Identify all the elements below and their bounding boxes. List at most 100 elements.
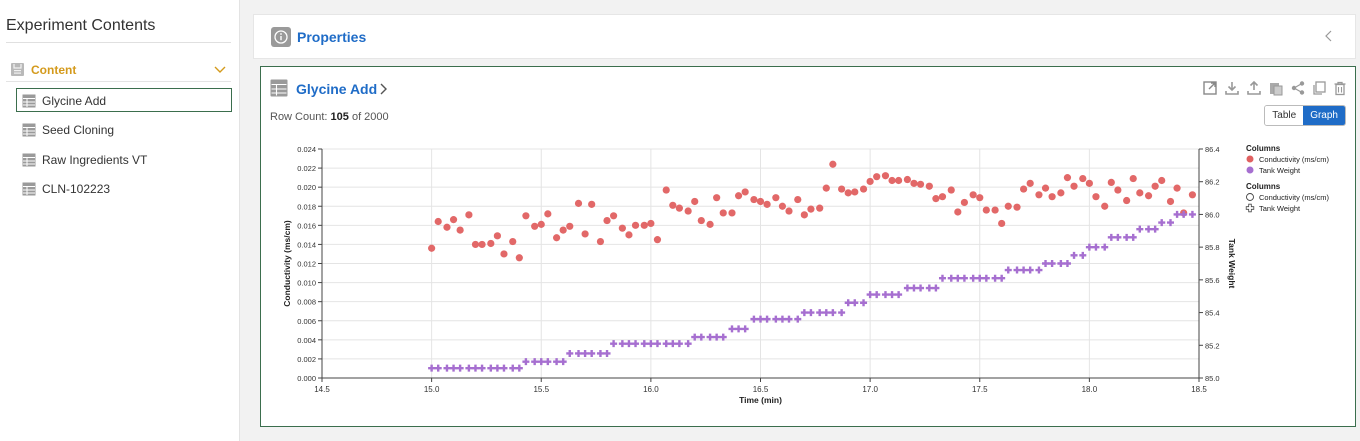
tank_weight-point — [1035, 266, 1043, 274]
tank_weight-point — [640, 340, 648, 348]
x-tick-label: 18.0 — [1082, 385, 1098, 394]
x-tick-label: 18.5 — [1191, 385, 1207, 394]
conductivity-point — [998, 219, 1006, 228]
tank_weight-point — [829, 309, 837, 317]
y-tick-label: 0.000 — [297, 374, 316, 383]
scatter-chart: 14.5 15.0 15.5 16.0 16.5 17.0 17.5 18.0 18.5 0.00… — [282, 144, 1330, 405]
tank_weight-point — [895, 291, 903, 299]
tank_weight-point — [1092, 243, 1100, 251]
tank_weight-series — [428, 210, 1196, 372]
tank_weight-point — [522, 358, 530, 366]
conductivity-point — [741, 188, 749, 196]
conductivity-point — [728, 209, 736, 217]
sidebar-item-raw-ingredients-vt[interactable]: Raw Ingredients VT — [16, 147, 232, 171]
tank_weight-point — [691, 333, 699, 341]
conductivity-point — [991, 206, 999, 214]
table-icon — [270, 79, 288, 97]
tank_weight-point — [669, 340, 677, 348]
conductivity-point — [947, 186, 955, 194]
conductivity-point — [851, 188, 859, 196]
conductivity-point — [610, 212, 618, 220]
sidebar-item-glycine-add[interactable]: Glycine Add — [16, 88, 232, 112]
conductivity-point — [1070, 182, 1078, 190]
conductivity-point — [1013, 203, 1021, 211]
conductivity-point — [531, 222, 539, 230]
conductivity-point — [618, 224, 626, 232]
tank_weight-point — [610, 340, 618, 348]
conductivity-point — [1129, 174, 1137, 183]
y-tick-label: 0.016 — [297, 221, 316, 230]
conductivity-point — [537, 220, 545, 228]
tank_weight-point — [1020, 266, 1028, 274]
view-toggle: Table Graph — [1264, 105, 1346, 126]
tank_weight-point — [910, 284, 918, 292]
open-external-icon[interactable] — [1202, 80, 1218, 96]
sidebar-item-seed-cloning[interactable]: Seed Cloning — [16, 117, 232, 141]
x-tick-label: 14.5 — [314, 385, 330, 394]
legend-swatch — [1246, 166, 1254, 174]
sidebar-item-cln-102223[interactable]: CLN-102223 — [16, 176, 232, 200]
chart-axes: 14.5 15.0 15.5 16.0 16.5 17.0 17.5 18.0 18.5 0.00… — [282, 145, 1237, 405]
tank_weight-point — [632, 340, 640, 348]
graph-view-button[interactable]: Graph — [1303, 106, 1345, 125]
chevron-left-icon[interactable] — [1323, 29, 1335, 43]
conductivity-point — [566, 222, 574, 230]
conductivity-point — [750, 195, 758, 204]
download-icon[interactable] — [1224, 80, 1240, 96]
chevron-down-icon[interactable] — [213, 62, 227, 76]
tank_weight-point — [450, 364, 458, 372]
table-view-button[interactable]: Table — [1265, 106, 1304, 125]
tank_weight-point — [1026, 266, 1034, 274]
conductivity-point — [675, 204, 683, 212]
row-count-value: 105 — [330, 111, 349, 123]
tank_weight-point — [763, 315, 771, 323]
conductivity-point — [982, 206, 990, 214]
tank_weight-point — [844, 299, 852, 307]
conductivity-point — [1173, 184, 1181, 192]
panel-title[interactable]: Glycine Add — [296, 81, 378, 97]
conductivity-point — [969, 191, 977, 199]
tank_weight-point — [697, 333, 705, 341]
upload-icon[interactable] — [1246, 80, 1262, 96]
conductivity-point — [938, 193, 947, 201]
y2-tick-label: 85.8 — [1205, 243, 1220, 252]
conductivity-point — [662, 186, 670, 194]
conductivity-point — [647, 219, 655, 228]
conductivity-point — [1101, 202, 1109, 210]
paste-icon[interactable] — [1268, 80, 1284, 96]
conductivity-point — [838, 185, 846, 193]
legend-heading: Columns — [1246, 182, 1281, 191]
y-tick-label: 0.018 — [297, 202, 316, 211]
x-tick-label: 16.5 — [753, 385, 769, 394]
conductivity-point — [866, 177, 874, 186]
tank_weight-point — [493, 364, 501, 372]
delete-icon[interactable] — [1332, 80, 1348, 96]
conductivity-point — [844, 189, 852, 197]
tank_weight-point — [618, 340, 626, 348]
legend-label: Conductivity (ms/cm) — [1259, 155, 1330, 164]
conductivity-point — [895, 176, 903, 185]
share-icon[interactable] — [1290, 80, 1306, 96]
x-axis-label: Time (min) — [739, 395, 782, 405]
tank_weight-point — [443, 364, 451, 372]
y2-tick-label: 86.2 — [1205, 178, 1220, 187]
properties-title[interactable]: Properties — [297, 29, 367, 45]
conductivity-point — [1035, 191, 1043, 199]
conductivity-point — [653, 236, 662, 244]
tank_weight-point — [1158, 219, 1166, 227]
conductivity-point — [1041, 184, 1050, 192]
x-tick-label: 16.0 — [643, 385, 659, 394]
conductivity-point — [465, 211, 473, 219]
conductivity-point — [515, 254, 523, 262]
conductivity-point — [816, 204, 824, 212]
chevron-right-icon[interactable] — [378, 82, 388, 96]
conductivity-point — [756, 197, 765, 206]
y-tick-label: 0.006 — [297, 317, 316, 326]
copy-icon[interactable] — [1311, 80, 1327, 96]
conductivity-point — [932, 195, 940, 203]
content-section-header[interactable]: Content — [6, 58, 231, 82]
tank_weight-point — [998, 274, 1006, 282]
conductivity-point — [478, 240, 486, 249]
y2-tick-label: 85.2 — [1205, 341, 1220, 350]
table-icon — [22, 94, 36, 108]
